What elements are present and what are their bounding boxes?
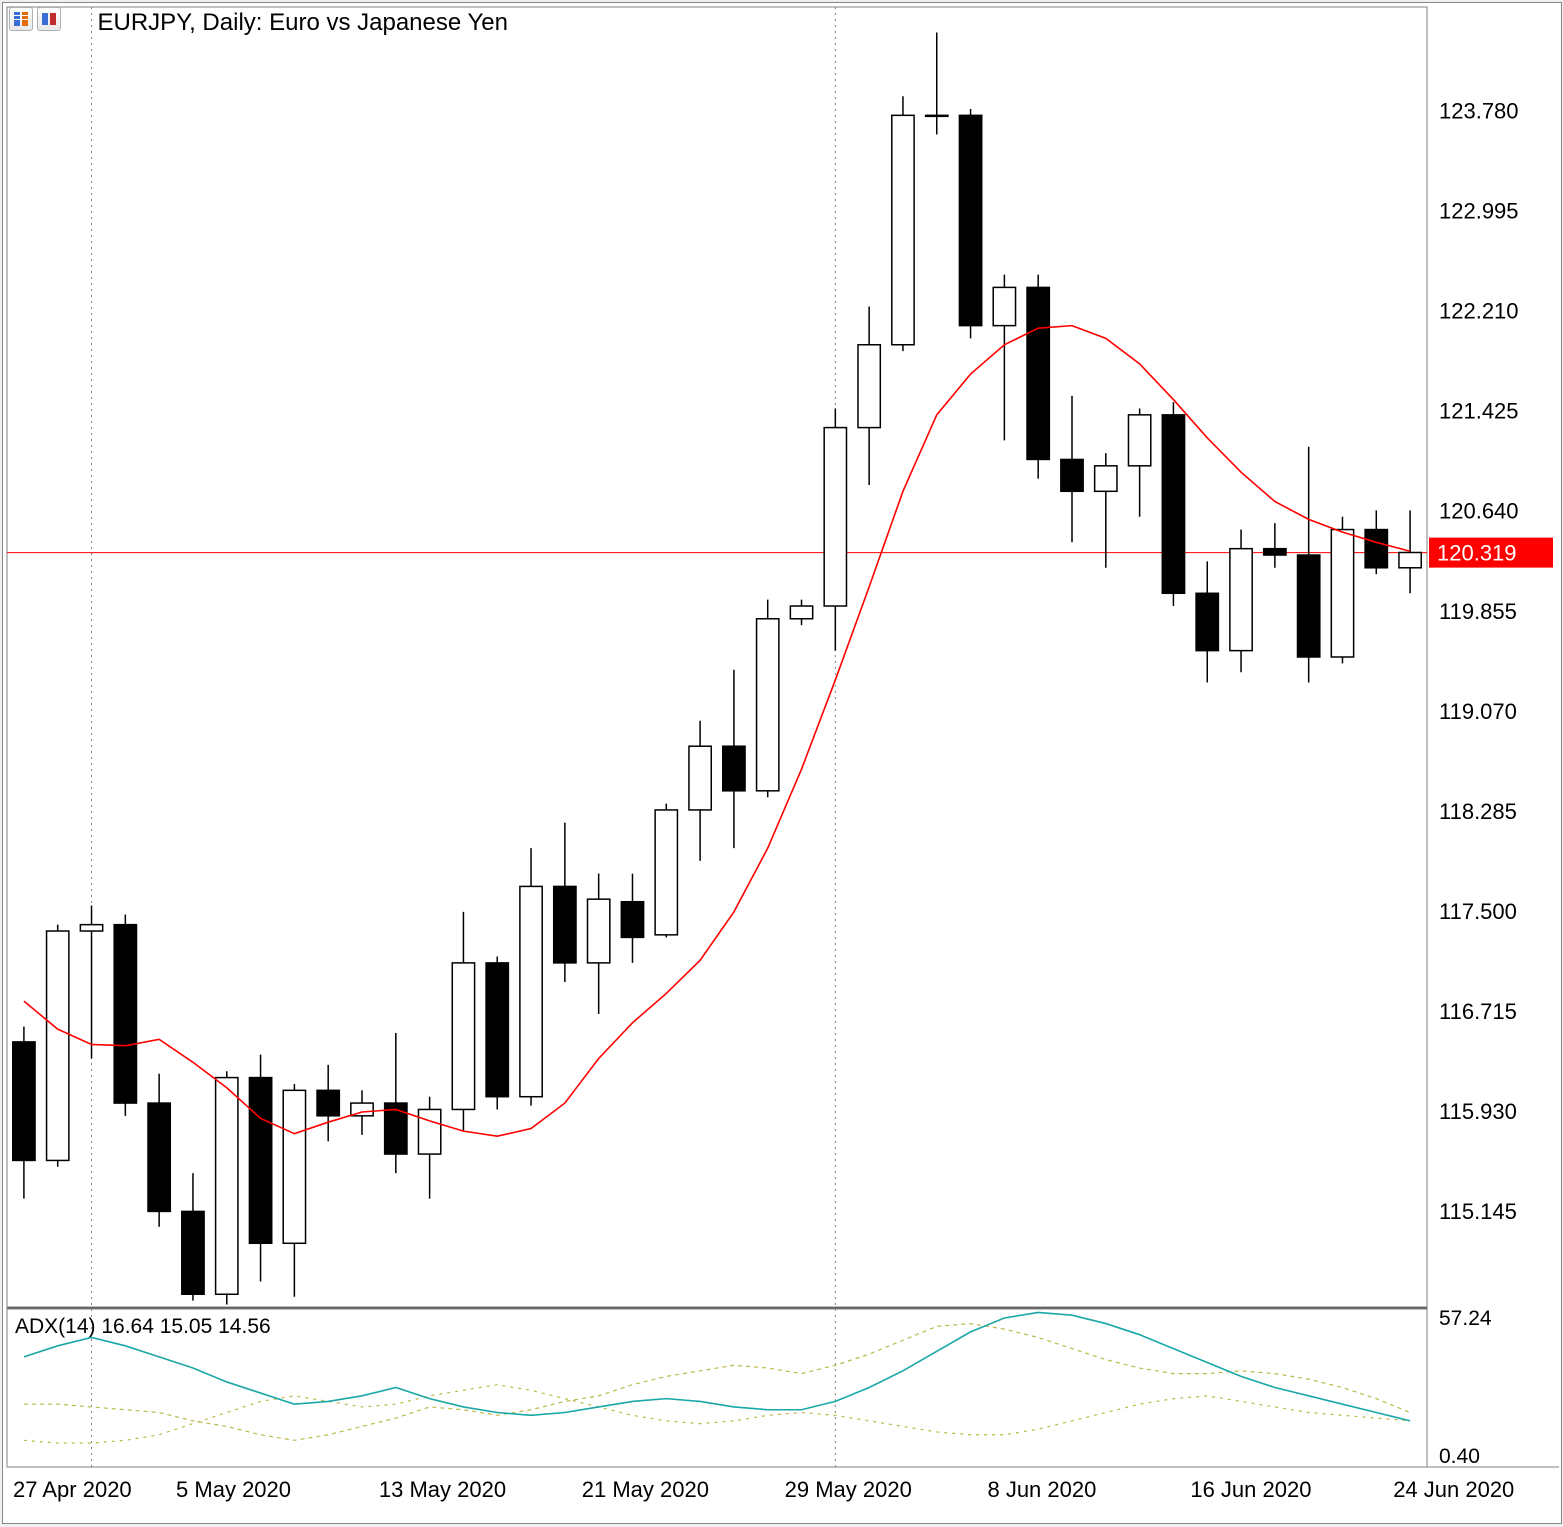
svg-text:115.930: 115.930: [1439, 1099, 1517, 1124]
svg-text:122.210: 122.210: [1439, 299, 1519, 324]
svg-text:118.285: 118.285: [1439, 799, 1517, 824]
svg-text:119.855: 119.855: [1439, 599, 1517, 624]
svg-text:117.500: 117.500: [1439, 899, 1517, 924]
candle: [80, 925, 102, 931]
candle: [857, 345, 879, 428]
svg-text:116.715: 116.715: [1439, 999, 1517, 1024]
candle: [925, 115, 947, 116]
candle: [790, 606, 812, 619]
x-axis-label: 8 Jun 2020: [987, 1477, 1096, 1502]
candle: [722, 746, 744, 791]
svg-text:119.070: 119.070: [1439, 699, 1517, 724]
candle: [824, 428, 846, 606]
candle: [993, 287, 1015, 325]
candle: [283, 1090, 305, 1243]
candle: [215, 1078, 237, 1295]
x-axis-label: 16 Jun 2020: [1190, 1477, 1311, 1502]
svg-text:0.40: 0.40: [1439, 1445, 1480, 1468]
candle: [519, 886, 541, 1096]
one-click-trading-button[interactable]: [9, 7, 33, 31]
candle: [114, 925, 136, 1103]
chart-toolbar: [9, 7, 61, 31]
candle: [147, 1103, 169, 1211]
candle: [1398, 552, 1420, 567]
svg-text:57.24: 57.24: [1439, 1307, 1492, 1330]
svg-text:120.319: 120.319: [1437, 541, 1517, 566]
candle: [452, 963, 474, 1110]
candle: [418, 1109, 440, 1154]
candle: [249, 1078, 271, 1244]
adx-label: ADX(14) 16.64 15.05 14.56: [15, 1315, 271, 1338]
chart-title: EURJPY, Daily: Euro vs Japanese Yen: [98, 9, 508, 37]
candle: [891, 115, 913, 344]
x-axis-label: 13 May 2020: [378, 1477, 505, 1502]
chart-window[interactable]: EURJPY, Daily: Euro vs Japanese Yen 123.…: [2, 2, 1562, 1524]
candle: [1128, 415, 1150, 466]
candle: [688, 746, 710, 810]
chart-canvas[interactable]: 123.780 122.995 122.210 121.425 120.640 119.8…: [3, 3, 1561, 1523]
svg-text:120.640: 120.640: [1439, 499, 1519, 524]
candle: [621, 902, 643, 938]
minus-di-line: [23, 1385, 1409, 1443]
svg-text:115.145: 115.145: [1439, 1199, 1517, 1224]
candle: [587, 899, 609, 963]
x-axis-label: 27 Apr 2020: [13, 1477, 132, 1502]
svg-text:122.995: 122.995: [1439, 199, 1519, 224]
candle: [1162, 415, 1184, 593]
candle: [1060, 459, 1082, 491]
candle: [486, 963, 508, 1097]
candle: [1027, 287, 1049, 459]
x-axis-label: 21 May 2020: [581, 1477, 708, 1502]
x-axis-label: 29 May 2020: [784, 1477, 911, 1502]
candle: [1263, 549, 1285, 555]
depth-of-market-button[interactable]: [37, 7, 61, 31]
x-axis-label: 5 May 2020: [176, 1477, 291, 1502]
candle: [1365, 530, 1387, 568]
candle: [1229, 549, 1251, 651]
candle: [12, 1042, 34, 1161]
x-axis-label: 24 Jun 2020: [1393, 1477, 1514, 1502]
candle: [1297, 555, 1319, 657]
moving-average-line: [23, 326, 1409, 1137]
svg-text:123.780: 123.780: [1439, 99, 1519, 124]
candle: [181, 1211, 203, 1294]
candle: [317, 1090, 339, 1115]
candle: [553, 886, 575, 962]
candle: [1331, 530, 1353, 657]
candle: [1094, 466, 1116, 491]
candle: [756, 619, 778, 791]
candle: [46, 931, 68, 1160]
candle: [959, 115, 981, 325]
candle: [1196, 593, 1218, 650]
candle: [655, 810, 677, 935]
svg-text:121.425: 121.425: [1439, 399, 1519, 424]
